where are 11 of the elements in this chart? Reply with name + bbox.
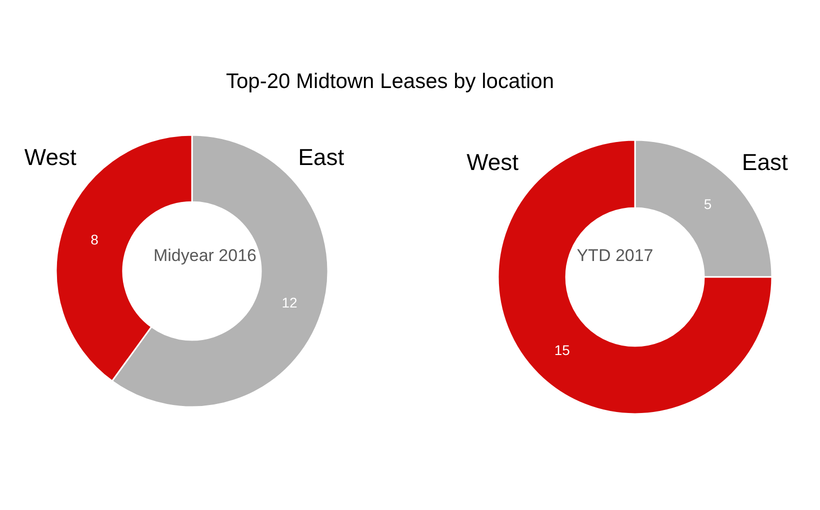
slice-label: West — [24, 144, 77, 170]
slice-label: East — [298, 144, 345, 170]
data-label: 15 — [554, 342, 570, 358]
slice-label: West — [466, 148, 520, 175]
text: Top-20 Midtown Leases by location — [224, 70, 556, 94]
data-label: 5 — [704, 196, 712, 212]
data-label: 8 — [90, 231, 99, 248]
text: Midyear 2016 — [153, 246, 257, 266]
data-label: 12 — [282, 294, 298, 311]
text: YTD 2017 — [576, 246, 654, 266]
slice-label: East — [742, 148, 788, 175]
